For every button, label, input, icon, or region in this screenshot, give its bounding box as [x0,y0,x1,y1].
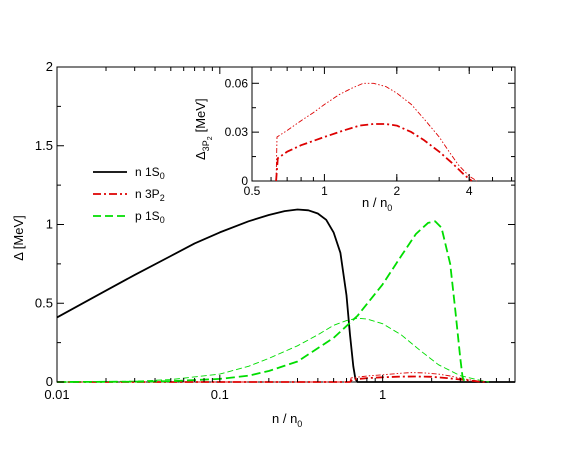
inset-x-tick-label: 1 [321,184,328,198]
x-tick-label: 0.1 [211,387,229,402]
series-line-p-1s0-thick [56,220,466,383]
legend-label-n1s0: n 1S0 [135,165,165,181]
legend-label-n3p2: n 3P2 [135,187,165,203]
x-tick-label: 1 [379,387,386,402]
x-axis-label: n / n0 [272,411,302,429]
y-tick-label: 1 [46,217,53,232]
inset-x-tick-label: 4 [466,184,473,198]
y-tick-label: 1.5 [35,138,53,153]
inset-series-line-n-3p2-thick [275,123,473,182]
inset-x-axis-label: n / n0 [362,195,392,213]
inset-chart: 0.5 1 2 4 0 0.03 0.06 n / n0 Δ3P2[MeV] [193,66,516,213]
series-line-n-1s0 [56,208,515,383]
inset-y-tick-label: 0 [241,174,248,188]
series-line-p-1s0-thin [56,317,490,383]
inset-x-tick-label: 2 [393,184,400,198]
y-axis-label: Δ [MeV] [11,215,26,261]
y-tick-label: 0 [46,374,53,389]
inset-y-tick-label: 0.06 [225,76,249,90]
legend-label-p1s0: p 1S0 [135,209,165,225]
inset-x-tick-label: 0.5 [244,184,261,198]
legend: n 1S0 n 3P2 p 1S0 [93,165,165,225]
inset-series-line-n-3p2-thin [275,82,478,182]
x-tick-label: 0.01 [44,387,69,402]
inset-y-axis-label: Δ3P2[MeV] [193,98,214,160]
y-tick-label: 0.5 [35,295,53,310]
series-line-n-3p2-thin [57,372,485,383]
inset-y-tick-label: 0.03 [225,125,249,139]
y-tick-label: 2 [46,59,53,74]
